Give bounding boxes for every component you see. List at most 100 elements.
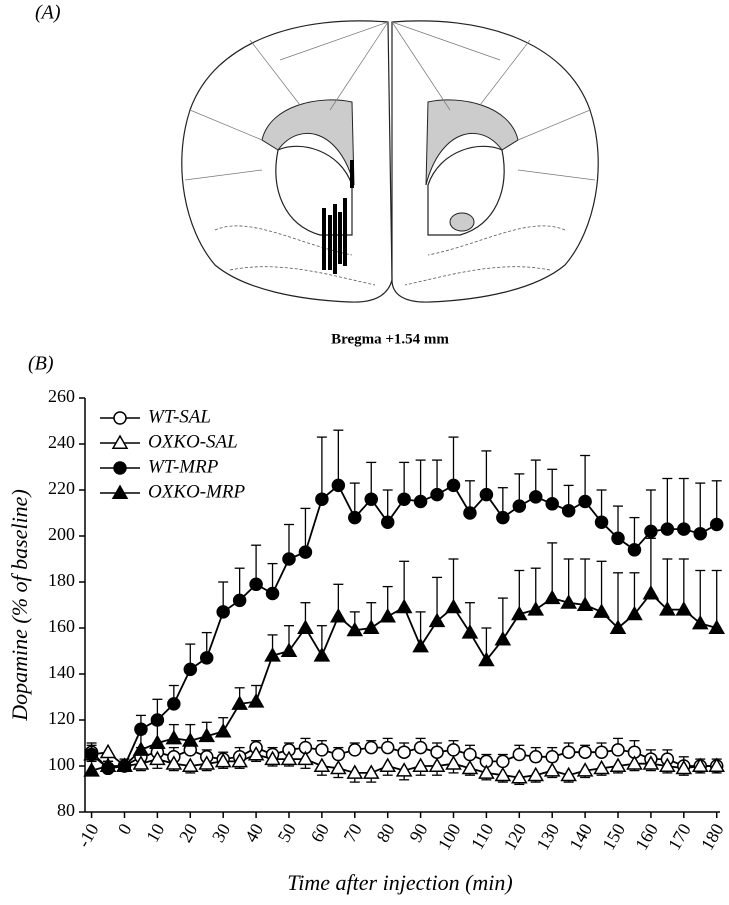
data-point bbox=[395, 762, 413, 777]
data-point bbox=[627, 543, 642, 557]
data-point bbox=[693, 526, 708, 541]
x-tick-label: 50 bbox=[274, 820, 300, 846]
data-point bbox=[265, 586, 280, 601]
data-point bbox=[313, 757, 331, 772]
data-point bbox=[494, 766, 512, 782]
error-bar bbox=[695, 482, 706, 534]
data-point bbox=[560, 594, 577, 609]
error-bar bbox=[316, 436, 327, 500]
y-tick-label: 160 bbox=[48, 616, 75, 636]
data-point bbox=[445, 755, 462, 770]
x-tick-label: -10 bbox=[73, 820, 102, 851]
data-point bbox=[675, 601, 693, 616]
data-point bbox=[642, 584, 660, 600]
brain-section bbox=[181, 20, 599, 303]
data-point bbox=[708, 757, 726, 772]
data-point bbox=[446, 478, 461, 493]
data-point bbox=[181, 757, 199, 772]
data-point bbox=[560, 766, 577, 782]
panel-label: (B) bbox=[28, 353, 54, 375]
data-point bbox=[232, 593, 247, 608]
y-tick-label: 140 bbox=[48, 662, 75, 682]
data-point bbox=[83, 762, 100, 777]
panel-label: (A) bbox=[35, 2, 61, 24]
x-tick-label: 20 bbox=[175, 820, 201, 846]
y-axis-label: Dopamine (% of baseline) bbox=[7, 489, 32, 722]
data-point bbox=[330, 759, 347, 775]
data-point bbox=[529, 490, 543, 504]
x-tick-label: 40 bbox=[241, 820, 267, 846]
data-point bbox=[297, 619, 314, 634]
y-tick-label: 260 bbox=[48, 386, 75, 406]
data-point bbox=[660, 522, 675, 536]
error-bar bbox=[695, 569, 706, 624]
error-bar bbox=[300, 507, 311, 553]
data-point bbox=[496, 754, 510, 769]
data-point bbox=[691, 757, 709, 772]
data-point bbox=[247, 693, 265, 708]
data-point bbox=[512, 747, 527, 762]
data-point bbox=[412, 637, 429, 653]
data-point bbox=[364, 740, 378, 755]
data-point bbox=[348, 743, 362, 757]
data-point bbox=[183, 662, 198, 677]
x-tick-label: 120 bbox=[500, 820, 531, 853]
data-point bbox=[561, 503, 576, 518]
error-bar bbox=[711, 569, 722, 628]
data-point bbox=[576, 596, 594, 611]
data-point bbox=[593, 759, 610, 775]
error-bar bbox=[333, 429, 344, 486]
data-point bbox=[165, 755, 183, 770]
legend-marker bbox=[111, 434, 129, 449]
data-point bbox=[395, 598, 413, 614]
data-point bbox=[543, 589, 561, 605]
data-point bbox=[527, 766, 545, 782]
y-tick-label: 180 bbox=[48, 570, 75, 590]
error-bar bbox=[613, 572, 624, 628]
x-tick-label: 100 bbox=[434, 820, 465, 853]
data-point bbox=[545, 750, 559, 764]
x-axis-label: Time after injection (min) bbox=[287, 870, 512, 895]
data-point bbox=[380, 515, 395, 529]
data-point bbox=[216, 605, 230, 619]
data-point bbox=[412, 757, 429, 772]
data-point bbox=[199, 651, 214, 665]
error-bar bbox=[645, 537, 656, 594]
data-point bbox=[543, 762, 561, 777]
error-bar bbox=[481, 450, 492, 495]
legend-label: WT-SAL bbox=[148, 406, 211, 427]
data-point bbox=[167, 697, 181, 711]
data-point bbox=[264, 647, 281, 662]
error-bar bbox=[678, 477, 689, 530]
data-point bbox=[362, 619, 380, 634]
data-point bbox=[413, 494, 428, 509]
data-point bbox=[611, 743, 625, 757]
data-point bbox=[99, 757, 117, 772]
data-point bbox=[330, 607, 347, 623]
error-bar bbox=[448, 436, 459, 486]
data-point bbox=[348, 510, 362, 525]
data-point bbox=[413, 740, 428, 755]
data-point bbox=[380, 740, 395, 755]
error-bar bbox=[711, 480, 722, 525]
data-point bbox=[478, 764, 495, 779]
y-tick-label: 100 bbox=[48, 754, 75, 774]
data-point bbox=[478, 651, 495, 667]
data-point bbox=[461, 759, 479, 775]
data-point bbox=[609, 757, 627, 772]
data-point bbox=[527, 601, 545, 616]
data-point bbox=[132, 741, 150, 756]
data-point bbox=[642, 755, 660, 770]
data-point bbox=[479, 487, 494, 502]
data-point bbox=[578, 494, 592, 509]
data-point bbox=[709, 517, 724, 532]
data-point bbox=[84, 747, 99, 762]
data-point bbox=[362, 764, 380, 779]
data-point bbox=[594, 745, 609, 759]
legend-label: OXKO-SAL bbox=[148, 431, 238, 452]
data-point bbox=[379, 607, 396, 623]
data-point bbox=[379, 757, 396, 772]
data-point bbox=[708, 619, 726, 634]
data-point bbox=[181, 732, 199, 747]
data-point bbox=[511, 768, 528, 784]
